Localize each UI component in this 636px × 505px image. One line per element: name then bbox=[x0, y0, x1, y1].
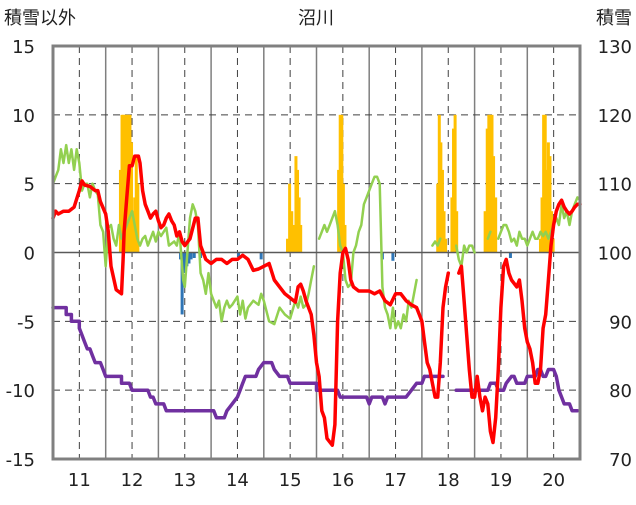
y-right-tick-label: 120 bbox=[598, 106, 632, 127]
series-line-red bbox=[51, 154, 451, 447]
bar bbox=[338, 114, 342, 253]
series-line-red bbox=[457, 198, 582, 445]
bar bbox=[183, 252, 187, 274]
bar bbox=[294, 156, 298, 253]
y-left-tick-label: 15 bbox=[12, 37, 35, 58]
bar bbox=[540, 197, 544, 253]
bar bbox=[545, 169, 549, 253]
bar bbox=[490, 114, 494, 253]
bar bbox=[542, 114, 546, 253]
series-line-green bbox=[431, 237, 442, 247]
y-right-tick-label: 90 bbox=[609, 312, 632, 333]
bar bbox=[485, 128, 489, 253]
x-tick-label: 19 bbox=[489, 470, 512, 491]
bar bbox=[288, 183, 292, 253]
right-axis-label: 積雪 bbox=[596, 8, 632, 29]
bar bbox=[546, 142, 550, 253]
bar bbox=[286, 238, 290, 253]
series-line-purple bbox=[454, 367, 580, 413]
x-tick-label: 15 bbox=[279, 470, 302, 491]
x-tick-label: 14 bbox=[226, 470, 249, 491]
bar bbox=[436, 183, 440, 253]
y-left-tick-label: 10 bbox=[12, 106, 35, 127]
y-right-tick-label: 100 bbox=[598, 244, 632, 265]
bar bbox=[259, 252, 263, 260]
bar bbox=[450, 197, 454, 253]
x-tick-label: 16 bbox=[331, 470, 354, 491]
tick-labels: -15 -10 -5 0 5 10 15 70 80 90 100 110 120 130 11 12 13 14… bbox=[6, 37, 632, 491]
y-left-tick-label: -5 bbox=[17, 312, 35, 333]
series-line-green bbox=[317, 175, 418, 330]
bar bbox=[492, 156, 496, 253]
bar bbox=[299, 224, 303, 253]
bar bbox=[551, 238, 555, 253]
bar bbox=[391, 252, 395, 261]
series-line-green bbox=[51, 143, 316, 326]
bar bbox=[483, 211, 487, 253]
series-line-green bbox=[486, 230, 492, 240]
series-lines bbox=[51, 143, 582, 447]
plot-frame bbox=[51, 44, 582, 461]
y-left-tick-label: -10 bbox=[6, 381, 35, 402]
bar bbox=[292, 224, 296, 253]
bar bbox=[455, 211, 459, 253]
x-tick-label: 13 bbox=[173, 470, 196, 491]
bar bbox=[452, 128, 456, 253]
bar bbox=[340, 114, 344, 253]
y-right-tick-label: 110 bbox=[598, 175, 632, 196]
bar bbox=[487, 114, 491, 253]
bar bbox=[494, 197, 498, 253]
bar bbox=[548, 156, 552, 253]
bar bbox=[296, 169, 300, 253]
bar bbox=[437, 114, 441, 253]
bar bbox=[134, 156, 138, 253]
y-left-tick-label: -15 bbox=[6, 450, 35, 471]
bar bbox=[120, 114, 124, 253]
bar bbox=[444, 238, 448, 253]
bar bbox=[189, 252, 193, 260]
bar bbox=[131, 211, 135, 253]
x-tick-label: 12 bbox=[121, 470, 144, 491]
bar bbox=[343, 224, 347, 253]
bar bbox=[136, 183, 140, 253]
bar bbox=[442, 211, 446, 253]
y-right-tick-label: 130 bbox=[598, 37, 632, 58]
left-axis-label: 積雪以外 bbox=[4, 8, 76, 29]
bar bbox=[543, 114, 547, 253]
bar bbox=[453, 114, 457, 253]
y-left-tick-label: 5 bbox=[24, 175, 35, 196]
x-tick-label: 18 bbox=[437, 470, 460, 491]
bar bbox=[128, 114, 132, 253]
x-tick-label: 11 bbox=[68, 470, 91, 491]
bar bbox=[180, 252, 184, 315]
bar bbox=[130, 142, 134, 253]
bar bbox=[123, 114, 127, 253]
chart-title: 沼川 bbox=[298, 8, 334, 29]
bar bbox=[118, 169, 122, 253]
bar bbox=[237, 252, 241, 257]
bar bbox=[341, 183, 345, 253]
bar bbox=[290, 211, 294, 253]
series-line-purple bbox=[51, 305, 427, 420]
series-line-green bbox=[454, 244, 476, 268]
y-right-tick-label: 70 bbox=[609, 450, 632, 471]
bar bbox=[440, 169, 444, 253]
bar bbox=[192, 252, 196, 259]
bar bbox=[508, 252, 512, 259]
bar bbox=[337, 169, 341, 253]
bar bbox=[122, 114, 126, 253]
bar bbox=[187, 252, 191, 264]
bar bbox=[488, 114, 492, 253]
bar bbox=[439, 142, 443, 253]
x-tick-label: 20 bbox=[542, 470, 565, 491]
y-right-tick-label: 80 bbox=[609, 381, 632, 402]
x-tick-label: 17 bbox=[384, 470, 407, 491]
bar bbox=[297, 197, 301, 253]
y-left-tick-label: 0 bbox=[24, 244, 35, 265]
bar bbox=[538, 238, 542, 253]
